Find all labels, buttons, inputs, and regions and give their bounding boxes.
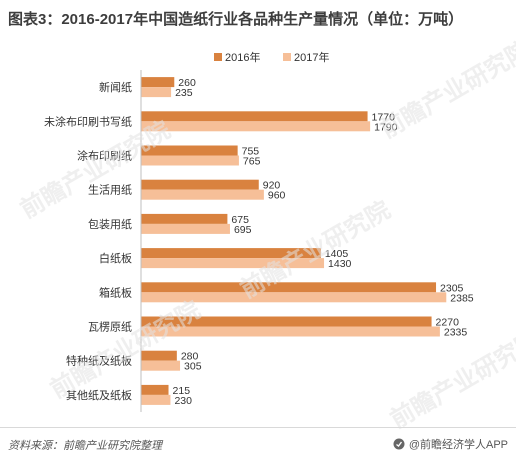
data-label: 215 [173, 385, 191, 397]
data-label: 2305 [440, 282, 464, 294]
bar [141, 77, 175, 88]
bar [141, 350, 177, 361]
bar [141, 189, 264, 200]
bar [141, 213, 228, 224]
data-label: 755 [242, 146, 260, 158]
data-label: 765 [243, 156, 261, 168]
footer: 资料来源：前瞻产业研究院整理 @前瞻经济学人APP [0, 427, 516, 460]
legend-label: 2016年 [225, 50, 260, 64]
category-label: 生活用纸 [88, 183, 132, 197]
data-label: 2385 [450, 292, 474, 304]
category-label: 新闻纸 [99, 80, 132, 94]
category-label: 瓦楞原纸 [88, 320, 132, 334]
bar [141, 223, 230, 234]
bar [141, 384, 169, 395]
bar [141, 179, 259, 190]
data-label: 695 [234, 224, 252, 236]
bar [141, 326, 440, 337]
data-label: 1405 [325, 248, 349, 260]
data-label: 1770 [372, 111, 396, 123]
data-label: 2270 [436, 317, 460, 329]
source-note: 资料来源：前瞻产业研究院整理 [8, 440, 162, 452]
bar [141, 258, 325, 269]
bar [141, 316, 432, 327]
bar [141, 145, 238, 156]
category-label: 包装用纸 [88, 218, 132, 231]
bar [141, 87, 172, 98]
data-label: 2335 [444, 327, 468, 339]
legend-swatch [283, 53, 291, 61]
bar [141, 155, 239, 166]
bar [141, 360, 181, 371]
category-label: 未涂布印刷书写纸 [44, 114, 132, 128]
data-label: 1430 [328, 258, 352, 270]
bar [141, 111, 368, 122]
data-label: 235 [175, 87, 193, 99]
data-label: 920 [263, 180, 281, 192]
category-label: 箱纸板 [99, 285, 132, 299]
legend-swatch [214, 53, 222, 61]
category-label: 涂布印刷纸 [77, 149, 132, 163]
data-label: 1790 [374, 121, 398, 133]
data-label: 960 [268, 190, 286, 202]
data-label: 230 [174, 395, 192, 407]
brand: @前瞻经济学人APP [393, 436, 508, 452]
data-label: 260 [178, 77, 196, 89]
data-label: 305 [184, 361, 202, 373]
legend-label: 2017年 [294, 50, 329, 64]
chart-title: 图表3：2016-2017年中国造纸行业各品种生产量情况（单位：万吨） [8, 11, 464, 28]
category-label: 其他纸及纸板 [66, 388, 132, 402]
bar [141, 282, 437, 293]
category-label: 白纸板 [99, 251, 132, 265]
category-label: 特种纸及纸板 [66, 354, 132, 368]
brand-label: @前瞻经济学人APP [408, 439, 508, 451]
bar [141, 121, 371, 132]
bar [141, 292, 447, 303]
bar [141, 248, 321, 259]
data-label: 280 [181, 351, 199, 363]
data-label: 675 [231, 214, 249, 226]
bar [141, 394, 171, 405]
brand-logo-icon [393, 438, 405, 450]
